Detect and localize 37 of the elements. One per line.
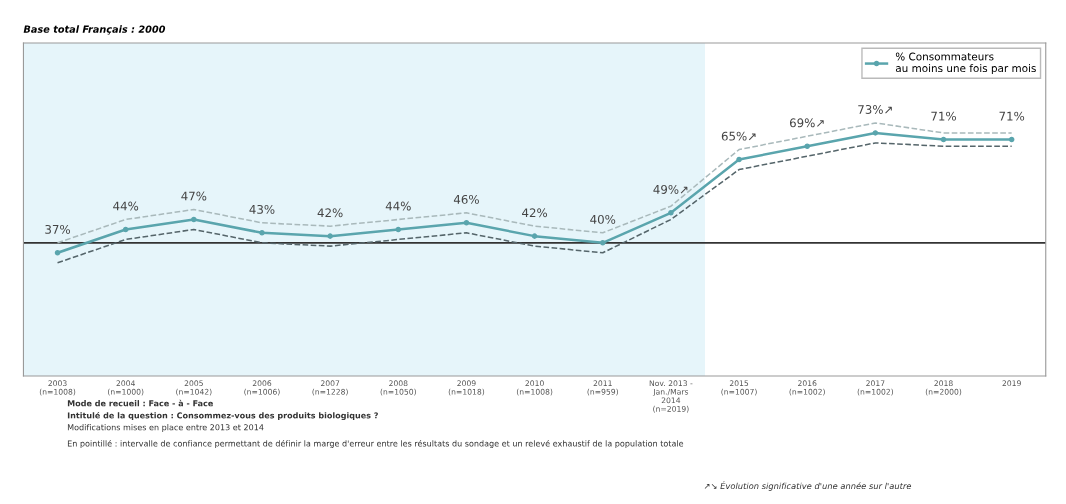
point <box>259 230 265 236</box>
chart-title: Base total Français : 2000 <box>23 25 166 35</box>
data-label: 49%↗ <box>653 184 688 194</box>
text: Modifications mises en place entre 2013 et 2014 <box>67 424 264 432</box>
data-label: 46% <box>453 194 479 204</box>
data-label: 47% <box>181 191 207 201</box>
data-label: 43% <box>249 204 275 214</box>
legend-label: % Consommateurs au moins une fois par mois <box>895 52 1036 75</box>
point <box>872 130 879 136</box>
point <box>463 220 470 226</box>
point <box>122 226 129 233</box>
data-label: 42% <box>522 208 548 218</box>
point <box>327 233 333 239</box>
data-label: 44% <box>113 201 139 211</box>
point <box>736 156 742 163</box>
point <box>395 226 402 233</box>
data-label: 65%↗ <box>721 131 756 141</box>
point <box>804 143 810 150</box>
point <box>599 240 606 246</box>
text: Mode de recueil : Face - à - Face <box>67 399 213 407</box>
data-label: 71% <box>999 111 1025 121</box>
text: Intitulé de la question : Consommez-vous des produits biologiques ? <box>67 411 378 421</box>
point <box>191 216 197 223</box>
data-label: 42% <box>317 208 343 218</box>
text: ↗↘ Évolution significative d'une année sur l'autre <box>704 481 912 491</box>
data-label: 44% <box>385 201 411 211</box>
point <box>1008 136 1015 143</box>
data-label: 73%↗ <box>858 105 892 114</box>
data-label: 71% <box>931 111 956 121</box>
point <box>668 210 674 216</box>
data-label: 69%↗ <box>789 118 824 128</box>
point <box>54 250 61 256</box>
point <box>531 233 538 239</box>
text: En pointillé : intervalle de confiance permettant de définir la marge d'erreur entre les résultats du sondage et un relevé exhaustif de la population totale <box>67 439 684 449</box>
data-label: 40% <box>590 214 616 224</box>
point <box>940 136 947 143</box>
data-label: 37% <box>45 224 70 234</box>
